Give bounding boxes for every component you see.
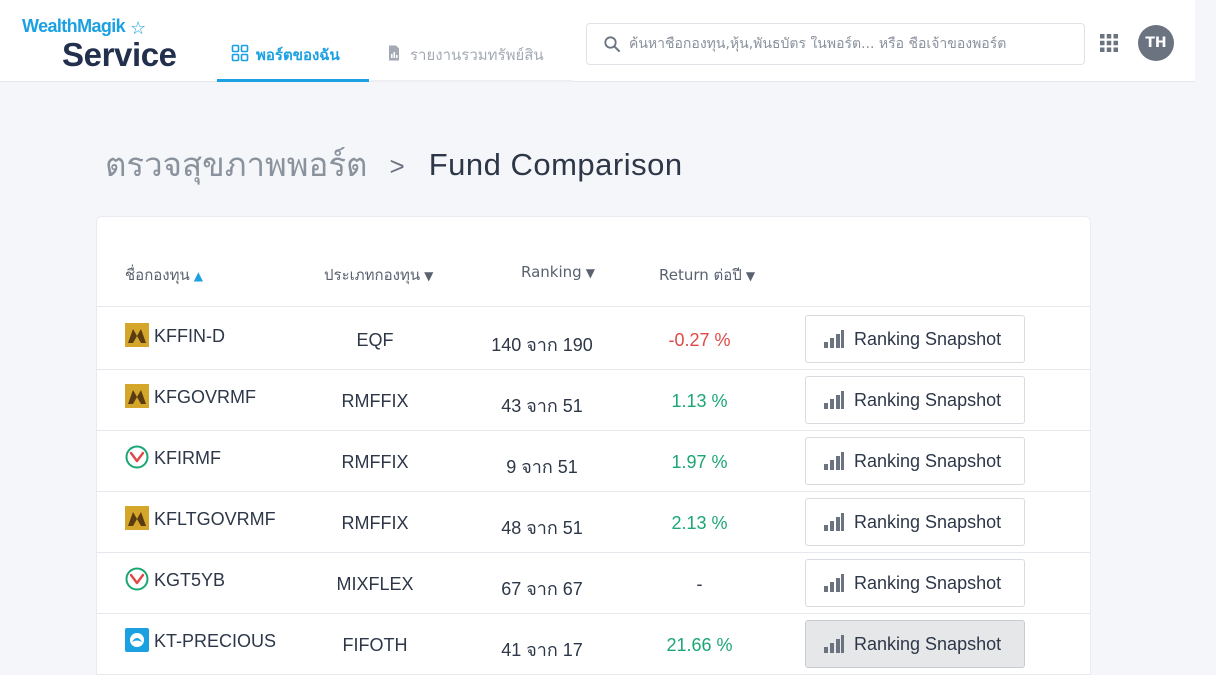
sort-ascending-icon: ▲ xyxy=(193,269,203,283)
sort-descending-icon: ▼ xyxy=(745,269,756,283)
table-row: KFLTGOVRMF RMFFIX 48 จาก 51 2.13 % Ranki… xyxy=(97,491,1090,553)
fund-name-cell[interactable]: KFFIN-D xyxy=(125,323,225,347)
column-header-label: Ranking xyxy=(521,263,582,281)
fund-type: EQF xyxy=(356,330,394,350)
bar-chart-icon xyxy=(824,330,844,348)
apps-grid-icon[interactable] xyxy=(1099,33,1119,53)
krungsri-logo-icon xyxy=(125,384,149,408)
wealthmagik-service-logo[interactable]: WealthMagik ☆ Service xyxy=(22,14,192,74)
ranking-snapshot-label: Ranking Snapshot xyxy=(854,633,1002,654)
tab-my-portfolio-label: พอร์ตของฉัน xyxy=(256,46,340,64)
top-header: WealthMagik ☆ Service พอร์ตของฉัน รายงาน… xyxy=(0,0,1195,82)
kasikorn-logo-icon xyxy=(125,567,149,591)
ranking-snapshot-button[interactable]: Ranking Snapshot xyxy=(805,559,1025,607)
logo-bottom-text: Service xyxy=(62,36,177,73)
logo-top-text: WealthMagik xyxy=(22,16,126,36)
ranking-snapshot-button[interactable]: Ranking Snapshot xyxy=(805,315,1025,363)
report-icon xyxy=(389,45,399,61)
fund-type: RMFFIX xyxy=(341,391,409,411)
bar-chart-icon xyxy=(824,574,844,592)
fund-ranking: 41 จาก 17 xyxy=(501,640,583,660)
ranking-snapshot-label: Ranking Snapshot xyxy=(854,389,1002,410)
column-header-label: Return ต่อปี xyxy=(659,266,742,284)
fund-name: KT-PRECIOUS xyxy=(154,631,277,651)
ranking-snapshot-button[interactable]: Ranking Snapshot xyxy=(805,376,1025,424)
fund-return: 1.13 % xyxy=(671,391,728,411)
bar-chart-icon xyxy=(824,513,844,531)
breadcrumb-parent-link[interactable]: ตรวจสุขภาพพอร์ต xyxy=(105,146,368,183)
ranking-snapshot-button[interactable]: Ranking Snapshot xyxy=(805,620,1025,668)
kasikorn-logo-icon xyxy=(125,445,149,469)
column-header-ranking[interactable]: Ranking ▼ xyxy=(521,263,595,281)
tab-my-portfolio[interactable]: พอร์ตของฉัน xyxy=(217,26,369,82)
fund-comparison-table: ชื่อกองทุน ▲ ประเภทกองทุน ▼ Ranking ▼ Retur… xyxy=(96,216,1091,675)
grid-icon xyxy=(231,44,249,62)
tab-asset-report[interactable]: รายงานรวมทรัพย์สิน xyxy=(371,26,573,82)
fund-type: MIXFLEX xyxy=(336,574,414,594)
fund-return: 21.66 % xyxy=(666,635,733,655)
fund-ranking: 48 จาก 51 xyxy=(501,518,583,538)
table-header: ชื่อกองทุน ▲ ประเภทกองทุน ▼ Ranking ▼ Retur… xyxy=(97,217,1090,307)
ranking-snapshot-label: Ranking Snapshot xyxy=(854,511,1002,532)
table-row: KFIRMF RMFFIX 9 จาก 51 1.97 % Ranking Sn… xyxy=(97,430,1090,492)
fund-type: RMFFIX xyxy=(341,452,409,472)
krungthai-logo-icon xyxy=(125,628,149,652)
table-row: KFGOVRMF RMFFIX 43 จาก 51 1.13 % Ranking… xyxy=(97,369,1090,431)
column-header-fund-name[interactable]: ชื่อกองทุน ▲ xyxy=(125,263,203,287)
krungsri-logo-icon xyxy=(125,506,149,530)
fund-name-cell[interactable]: KT-PRECIOUS xyxy=(125,628,277,652)
search-input[interactable] xyxy=(629,36,1069,52)
fund-name-cell[interactable]: KFIRMF xyxy=(125,445,221,469)
fund-return: 1.97 % xyxy=(671,452,728,472)
ranking-snapshot-label: Ranking Snapshot xyxy=(854,450,1002,471)
fund-return: -0.27 % xyxy=(668,330,731,350)
search-box[interactable] xyxy=(586,23,1085,65)
column-header-return[interactable]: Return ต่อปี ▼ xyxy=(659,263,755,287)
sort-descending-icon: ▼ xyxy=(424,269,434,283)
ranking-snapshot-label: Ranking Snapshot xyxy=(854,328,1002,349)
fund-name-cell[interactable]: KFGOVRMF xyxy=(125,384,256,408)
fund-ranking: 140 จาก 190 xyxy=(491,335,593,355)
fund-type: RMFFIX xyxy=(341,513,409,533)
user-avatar[interactable]: TH xyxy=(1138,25,1174,61)
fund-name: KFGOVRMF xyxy=(154,387,256,407)
column-header-fund-type[interactable]: ประเภทกองทุน ▼ xyxy=(324,263,433,287)
tab-asset-report-label: รายงานรวมทรัพย์สิน xyxy=(410,46,544,64)
fund-name-cell[interactable]: KFLTGOVRMF xyxy=(125,506,276,530)
breadcrumb: ตรวจสุขภาพพอร์ต > Fund Comparison xyxy=(105,138,683,191)
table-row: KT-PRECIOUS FIFOTH 41 จาก 17 21.66 % Ran… xyxy=(97,613,1090,675)
table-row: KFFIN-D EQF 140 จาก 190 -0.27 % Ranking … xyxy=(97,308,1090,370)
column-header-label: ชื่อกองทุน xyxy=(125,266,190,284)
ranking-snapshot-button[interactable]: Ranking Snapshot xyxy=(805,498,1025,546)
sort-descending-icon: ▼ xyxy=(585,266,595,280)
ranking-snapshot-label: Ranking Snapshot xyxy=(854,572,1002,593)
fund-name: KFLTGOVRMF xyxy=(154,509,276,529)
bar-chart-icon xyxy=(824,391,844,409)
column-header-label: ประเภทกองทุน xyxy=(324,266,421,284)
star-icon: ☆ xyxy=(130,18,147,39)
fund-name: KFIRMF xyxy=(154,448,221,468)
page-title: Fund Comparison xyxy=(428,146,683,182)
fund-return: - xyxy=(696,574,703,594)
fund-name: KFFIN-D xyxy=(154,326,225,346)
search-icon xyxy=(604,36,620,52)
fund-ranking: 43 จาก 51 xyxy=(501,396,583,416)
fund-name: KGT5YB xyxy=(154,570,226,590)
breadcrumb-separator: > xyxy=(389,151,405,181)
fund-return: 2.13 % xyxy=(671,513,728,533)
ranking-snapshot-button[interactable]: Ranking Snapshot xyxy=(805,437,1025,485)
table-row: KGT5YB MIXFLEX 67 จาก 67 - Ranking Snaps… xyxy=(97,552,1090,614)
bar-chart-icon xyxy=(824,635,844,653)
krungsri-logo-icon xyxy=(125,323,149,347)
bar-chart-icon xyxy=(824,452,844,470)
fund-ranking: 67 จาก 67 xyxy=(501,579,583,599)
fund-name-cell[interactable]: KGT5YB xyxy=(125,567,226,591)
fund-ranking: 9 จาก 51 xyxy=(506,457,578,477)
fund-type: FIFOTH xyxy=(342,635,408,655)
